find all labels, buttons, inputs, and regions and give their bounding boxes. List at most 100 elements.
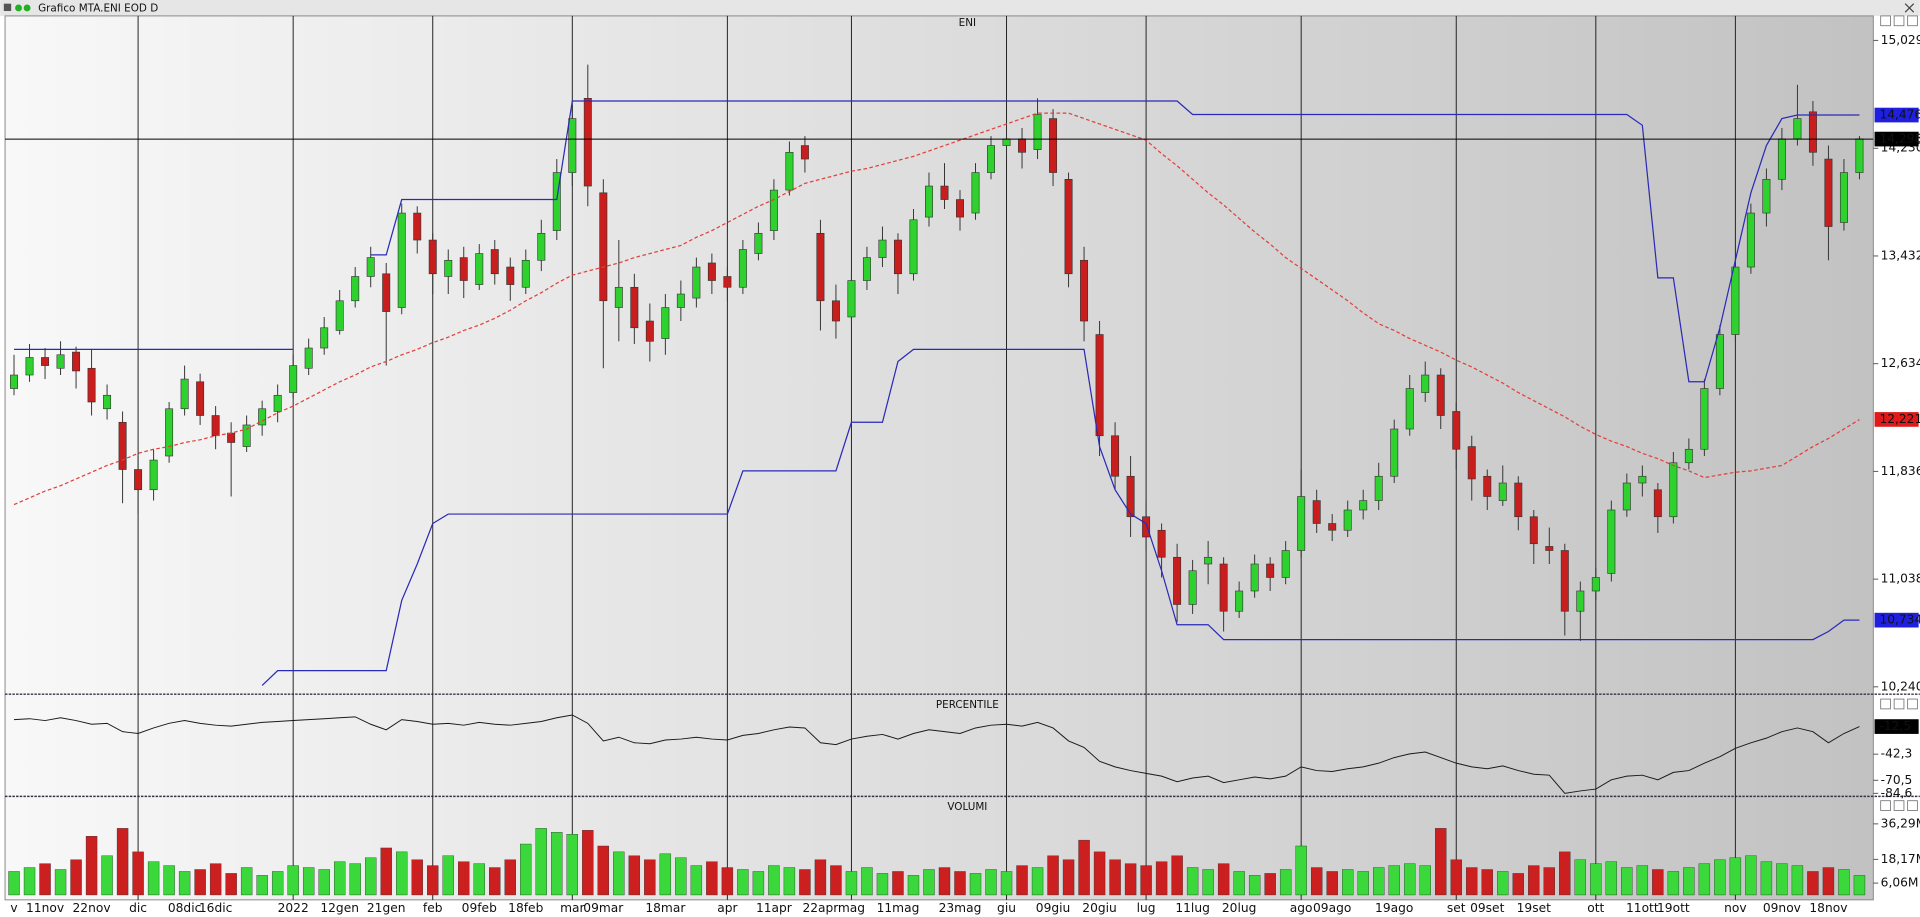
candle-body (41, 357, 50, 366)
candle-body (1762, 178, 1771, 214)
candle-body (661, 307, 670, 339)
volume-bar (1016, 865, 1028, 896)
volume-bar (907, 875, 920, 896)
candle-body (87, 367, 96, 403)
status-dot (15, 4, 22, 12)
x-tick-label: giu (997, 901, 1016, 915)
candle-body (987, 145, 995, 173)
panel-button[interactable] (1893, 15, 1905, 27)
volume-bar (1388, 865, 1400, 896)
candle-body (1390, 428, 1399, 477)
candle-body (1018, 138, 1027, 153)
panel-button[interactable] (1893, 698, 1905, 710)
candle-body (1529, 516, 1538, 545)
x-tick-label: apr (717, 901, 738, 915)
volume-bar (256, 875, 268, 896)
x-tick-label: 11ott (1626, 901, 1659, 915)
volume-bar (876, 873, 889, 896)
candle-body (754, 232, 763, 254)
volume-bar (1202, 869, 1214, 896)
volume-bar (380, 847, 392, 896)
x-tick-label: 09giu (1036, 901, 1070, 915)
volume-bar (1342, 869, 1354, 896)
panel-button[interactable] (1907, 15, 1918, 27)
volume-bar (861, 867, 873, 896)
x-tick-label: mag (838, 901, 865, 915)
candle-body (1219, 563, 1228, 612)
volume-bar (1078, 839, 1090, 896)
volume-bar (535, 828, 547, 896)
candle-body (1576, 590, 1585, 612)
panel-button[interactable] (1907, 698, 1918, 710)
candle-body (583, 98, 592, 187)
panel-button[interactable] (1880, 698, 1891, 710)
candle-body (1731, 266, 1740, 335)
candle-body (428, 239, 437, 275)
candle-body (785, 151, 794, 191)
candle-body (1343, 509, 1352, 531)
panel-button[interactable] (1907, 800, 1918, 811)
window-title: Grafico MTA.ENI EOD D (38, 3, 158, 15)
x-tick-label: 19ott (1657, 901, 1690, 915)
volume-bar (1310, 867, 1323, 896)
volume-bar (1279, 869, 1292, 896)
volume-bar (225, 873, 237, 896)
volume-bar (8, 871, 20, 896)
candle-body (1080, 259, 1089, 322)
volume-bar (1404, 863, 1416, 896)
value-marker-label: 14,298 (1879, 132, 1920, 146)
volume-bar (1217, 863, 1230, 896)
volume-bar (675, 857, 687, 896)
candle-body (1204, 556, 1213, 565)
volume-bar (1745, 855, 1757, 896)
panel-button[interactable] (1880, 15, 1891, 27)
x-tick-label: lug (1137, 901, 1156, 915)
candle-body (537, 232, 546, 261)
panel-button[interactable] (1893, 800, 1905, 811)
candle-body (1095, 334, 1104, 437)
candle-body (521, 259, 530, 288)
volume-bar (1093, 851, 1106, 896)
y-tick-label: 11,038 (1881, 572, 1920, 586)
volume-bar (39, 863, 51, 896)
volume-bar (830, 865, 842, 896)
volume-bar (1031, 867, 1044, 896)
volume-bar (194, 869, 206, 896)
volume-bar (147, 861, 160, 896)
volume-bar (1140, 865, 1152, 896)
candle-body (382, 273, 391, 312)
candle-body (971, 172, 980, 214)
candle-body (925, 185, 933, 218)
candle-body (1173, 556, 1182, 605)
candle-body (10, 374, 19, 389)
volume-bar (1326, 871, 1338, 896)
value-marker (1874, 107, 1919, 123)
candle-body (1421, 374, 1430, 393)
close-button[interactable] (1904, 3, 1915, 13)
volume-bar (1435, 828, 1447, 896)
candle-body (1607, 509, 1616, 574)
volume-bar (1729, 857, 1742, 896)
candle-body (1715, 334, 1724, 389)
volume-bar (365, 857, 377, 896)
candle-body (444, 259, 453, 277)
volume-bar (1248, 875, 1261, 896)
x-tick-label: nov (1724, 901, 1746, 915)
x-tick-label: ago (1290, 901, 1313, 915)
volume-bar (969, 873, 982, 896)
candle-body (862, 257, 871, 281)
volume-bar (1838, 869, 1850, 896)
candle-body (1638, 475, 1647, 484)
window-menu-icon[interactable] (3, 3, 12, 12)
volume-bar (954, 871, 966, 896)
candle-body (1266, 563, 1275, 578)
volume-bar (1621, 867, 1633, 896)
candle-body (831, 300, 840, 322)
candle-body (1622, 482, 1631, 511)
candle-body (1157, 529, 1166, 558)
volume-bar (1062, 859, 1075, 896)
volume-bar (70, 859, 82, 896)
panel-button[interactable] (1880, 800, 1891, 811)
volume-bar (628, 855, 641, 896)
volume-bar (504, 859, 516, 896)
